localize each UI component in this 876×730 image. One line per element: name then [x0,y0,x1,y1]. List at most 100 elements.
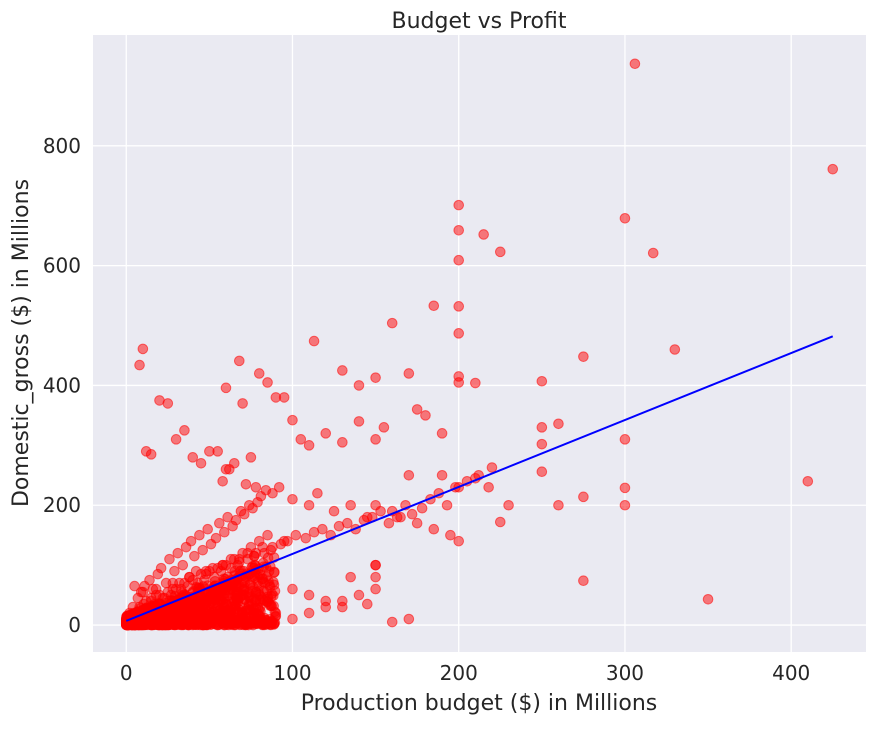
scatter-point [553,418,564,430]
scatter-point [184,571,195,583]
scatter-point [303,589,315,601]
x-tick-label: 0 [120,661,133,685]
scatter-point [483,481,494,493]
scatter-point [250,481,262,493]
scatter-point [185,535,197,547]
scatter-point [237,398,248,409]
scatter-point [295,434,307,445]
scatter-point [328,505,340,517]
scatter-point [619,499,631,511]
scatter-point [134,359,145,371]
scatter-point [278,535,290,547]
scatter-point [827,163,839,175]
scatter-point [436,469,448,481]
scatter-point [578,575,589,587]
scatter-point [486,462,498,473]
scatter-point [217,475,228,487]
scatter-point [172,547,184,559]
scatter-point [370,372,381,383]
scatter-point [214,517,225,529]
scatter-point [251,586,262,598]
scatter-point [260,484,272,496]
scatter-point [194,529,205,541]
scatter-point [248,617,259,629]
y-axis-label: Domestic_gross ($) in Millions [9,179,34,507]
scatter-point [137,586,149,598]
scatter-point [420,410,431,421]
scatter-point [187,452,199,463]
scatter-point [219,526,230,538]
scatter-point [212,446,223,457]
plot-background [93,35,866,652]
scatter-point [170,434,182,445]
scatter-point [287,613,298,625]
scatter-point [245,452,257,463]
scatter-point [253,368,265,379]
scatter-point [536,375,548,387]
scatter-point [233,355,245,367]
scatter-point [337,601,348,613]
scatter-point [150,583,162,595]
scatter-point [453,199,465,211]
x-tick-label: 100 [273,661,311,685]
scatter-point [403,613,415,625]
scatter-point [237,607,248,619]
scatter-point [453,377,465,388]
y-tick-label: 200 [43,493,81,517]
scatter-point [264,581,276,593]
scatter-point [370,583,381,595]
scatter-point [375,505,386,517]
x-tick-label: 300 [606,661,644,685]
scatter-point [403,368,415,379]
scatter-point [233,553,245,565]
scatter-point [619,213,631,224]
scatter-point [262,529,273,541]
scatter-point [353,589,365,601]
scatter-point [411,517,423,529]
scatter-point [345,571,356,583]
scatter-point [195,458,207,469]
scatter-point [287,583,298,595]
scatter-point [629,58,641,70]
scatter-point [478,229,489,240]
scatter-point [164,553,175,565]
scatter-point [267,541,278,553]
scatter-point [308,335,320,347]
scatter-point [342,517,353,529]
scatter-point [167,577,179,589]
scatter-point [453,535,465,547]
scatter-point [249,572,261,584]
scatter-point [300,532,312,544]
scatter-point [210,532,222,544]
scatter-point [273,481,285,493]
scatter-point [290,529,302,541]
scatter-point [197,544,209,556]
trend-layer [125,335,834,622]
scatter-point [287,414,298,426]
scatter-point [553,499,564,511]
scatter-point [220,610,232,622]
trend-line [125,335,834,622]
y-tick-label: 800 [43,134,81,158]
scatter-point [253,535,265,547]
chart-title: Budget vs Profit [392,9,567,34]
scatter-point [217,559,228,571]
x-axis-label: Production budget ($) in Millions [301,691,658,716]
scatter-point [383,517,395,529]
scatter-point [240,478,252,490]
scatter-point [145,449,157,460]
scatter-point [416,502,428,514]
scatter-point [320,428,332,439]
scatter-point [202,523,213,535]
scatter-point [536,466,548,477]
scatter-point [353,380,365,391]
scatter-point [169,565,180,577]
scatter-point [411,404,423,415]
scatter-point [536,422,548,433]
scatter-point [494,516,506,528]
scatter-point [303,499,315,511]
scatter-point [204,613,215,625]
scatter-point [162,604,174,616]
scatter-point [187,613,199,625]
